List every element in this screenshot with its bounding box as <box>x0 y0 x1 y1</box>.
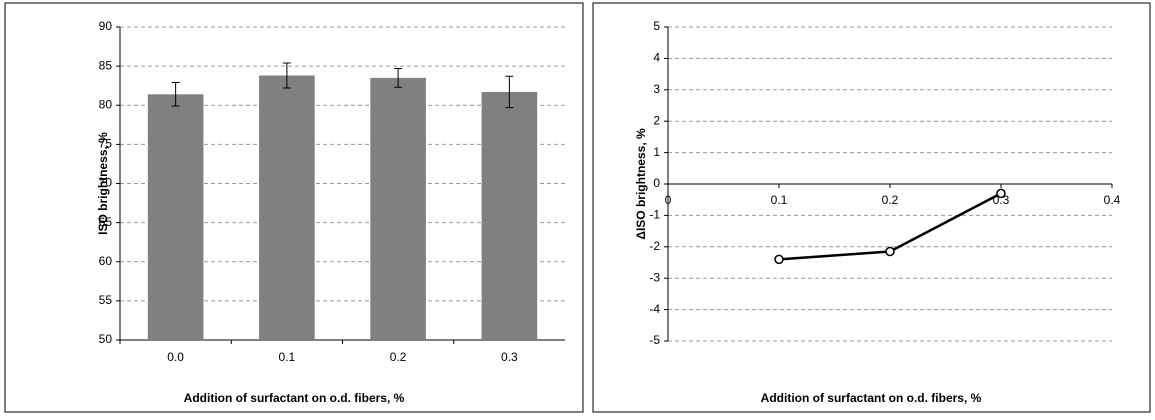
y-tick-label: 60 <box>99 254 113 268</box>
y-tick-label: -2 <box>649 239 660 253</box>
bar <box>147 94 204 340</box>
y-tick-label: 70 <box>99 176 113 190</box>
error-bar <box>505 75 514 109</box>
y-tick-label: -1 <box>649 208 660 222</box>
bar <box>370 77 426 341</box>
error-bar <box>171 82 180 107</box>
x-tick-label: 0.2 <box>882 193 899 207</box>
y-tick-label: 80 <box>99 97 113 111</box>
y-tick-label: 85 <box>99 58 113 72</box>
x-tick-label: 0.0 <box>167 350 184 364</box>
error-bar <box>282 62 291 89</box>
y-tick-label: -3 <box>649 270 660 284</box>
y-tick-label: 2 <box>653 113 660 127</box>
y-tick-label: 50 <box>99 332 113 346</box>
panel-frame <box>592 2 1151 413</box>
y-tick-label: 5 <box>653 19 660 33</box>
y-tick-label: 3 <box>653 82 660 96</box>
x-tick-label: 0 <box>665 193 672 207</box>
y-tick-label: 1 <box>653 145 660 159</box>
x-axis-label: Addition of surfactant on o.d. fibers, % <box>761 391 982 405</box>
x-tick-label: 0.4 <box>1104 193 1121 207</box>
x-tick-label: 0.1 <box>279 350 296 364</box>
x-tick-label: 0.3 <box>501 350 518 364</box>
point <box>996 188 1006 199</box>
y-tick-label: 4 <box>653 51 660 65</box>
x-axis-label: Addition of surfactant on o.d. fibers, % <box>184 391 405 405</box>
error-bar <box>394 67 403 88</box>
x-tick-label: 0.1 <box>771 193 788 207</box>
y-tick-label: 55 <box>99 293 113 307</box>
point <box>885 246 895 257</box>
x-tick-label: 0.2 <box>390 350 407 364</box>
y-tick-label: -4 <box>649 302 660 316</box>
y-tick-label: 0 <box>653 176 660 190</box>
y-tick-label: 65 <box>99 215 113 229</box>
point <box>774 254 784 265</box>
bar <box>481 91 538 340</box>
y-tick-label: 90 <box>99 19 113 33</box>
y-axis-label: ΔISO brightness, % <box>634 128 648 240</box>
bar <box>259 75 315 340</box>
y-axis-label: ISO brightness, % <box>96 132 110 235</box>
y-tick-label: 75 <box>99 137 113 151</box>
y-tick-label: -5 <box>649 333 660 347</box>
